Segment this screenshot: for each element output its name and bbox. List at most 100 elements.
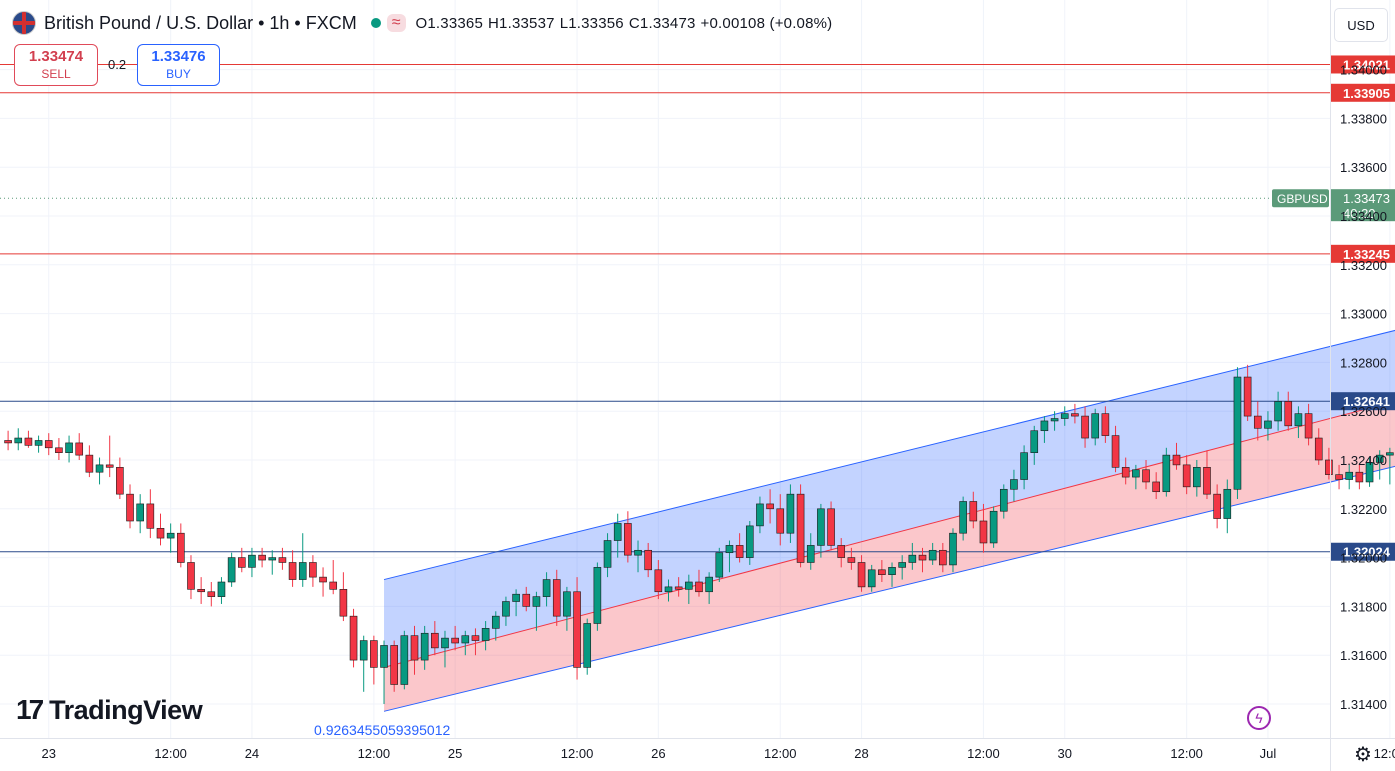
candle-body [24, 437, 33, 446]
time-tick-label: 23 [42, 746, 56, 761]
candle-body [268, 557, 277, 561]
candle-body [187, 562, 195, 590]
candle-body [1233, 376, 1242, 490]
approx-icon[interactable]: ≈ [386, 14, 406, 32]
sell-label: SELL [41, 67, 71, 81]
price-tick-label: 1.33200 [1340, 258, 1387, 273]
candle-body [217, 581, 226, 597]
price-tick-label: 1.31600 [1340, 648, 1387, 663]
time-tick-label: 12:00 [967, 746, 1000, 761]
price-tick-label: 1.32000 [1340, 551, 1387, 566]
candle-body [65, 442, 73, 453]
candle-body [766, 503, 774, 510]
candle-body [532, 596, 541, 607]
symbol-title[interactable]: British Pound / U.S. Dollar • 1h • FXCM [44, 12, 357, 33]
price-tick-label: 1.33000 [1340, 307, 1387, 322]
candle-body [339, 589, 348, 617]
candle-body [674, 586, 683, 590]
time-tick-label: Jul [1260, 746, 1277, 761]
ohlc-open: O1.33365 [415, 14, 483, 32]
candle-body [999, 488, 1008, 512]
candle-body [1253, 415, 1262, 429]
candle-body [644, 549, 652, 571]
time-tick-label: 26 [651, 746, 665, 761]
level-price-label: 1.33905 [1343, 86, 1390, 101]
price-tick-label: 1.32200 [1340, 502, 1387, 517]
candle-body [319, 576, 327, 583]
sell-price: 1.33474 [28, 48, 84, 65]
candle-body [1375, 454, 1384, 463]
candle-body [34, 440, 43, 446]
price-tick-label: 1.33600 [1340, 160, 1387, 175]
candle-body [1243, 376, 1252, 417]
bar-countdown-label: 40:20 [1343, 206, 1376, 221]
candle-body [878, 569, 886, 575]
candle-body [725, 545, 734, 554]
candle-body [1213, 493, 1221, 519]
ohlc-change: +0.00108 (+0.08%) [700, 14, 833, 32]
candle-body [491, 615, 500, 629]
candle-body [522, 593, 531, 607]
candle-body [796, 493, 805, 563]
candle-body [441, 637, 449, 649]
price-tick-label: 1.32600 [1340, 404, 1387, 419]
currency-select[interactable]: USD [1334, 8, 1388, 42]
candle-body [146, 503, 155, 529]
buy-button[interactable]: 1.33476 BUY [137, 44, 220, 86]
candle-body [1365, 462, 1374, 483]
price-tick-label: 1.34000 [1340, 63, 1387, 78]
time-tick-label: 12:00 [1170, 746, 1203, 761]
time-tick-label: 12:00 [561, 746, 594, 761]
level-price-tag [1331, 83, 1395, 102]
sell-button[interactable]: 1.33474 SELL [14, 44, 98, 86]
candle-body [197, 589, 205, 593]
lightning-icon[interactable]: ϟ [1247, 706, 1271, 730]
candle-body [461, 635, 470, 644]
candle-body [1101, 413, 1110, 436]
time-tick-label: 30 [1058, 746, 1072, 761]
candle-body [298, 562, 307, 580]
level-price-label: 1.32641 [1343, 394, 1390, 409]
candle-body [867, 569, 876, 588]
candle-body [1050, 418, 1059, 422]
candle-body [1314, 437, 1323, 461]
candle-body [1172, 454, 1181, 466]
candle-body [989, 510, 998, 544]
candle-body [1091, 413, 1100, 439]
candle-body [156, 528, 165, 539]
candle-body [898, 562, 906, 568]
time-tick-label: 24 [245, 746, 259, 761]
price-tick-label: 1.33800 [1340, 111, 1387, 126]
price-tick-label: 1.33400 [1340, 209, 1387, 224]
time-tick-label: 12:00 [764, 746, 797, 761]
candle-body [1264, 420, 1272, 429]
time-tick-label: 25 [448, 746, 462, 761]
candle-body [664, 586, 673, 593]
candle-body [634, 549, 642, 556]
candle-body [857, 562, 866, 588]
price-tick-label: 1.32800 [1340, 355, 1387, 370]
candle-body [177, 532, 185, 563]
candle-body [827, 508, 835, 546]
symbol-tag [1272, 189, 1329, 208]
candle-body [1304, 413, 1313, 439]
horizontal-levels: 1.34021 1.33905 1.33245 1.32641 1.32024 GBPUS… [0, 55, 1395, 561]
candle-body [1203, 467, 1211, 495]
candle-body [420, 632, 429, 661]
currency-flag-icon [12, 11, 36, 35]
channel-upper-fill [384, 330, 1395, 668]
candle-body [248, 554, 256, 568]
settings-gear-icon[interactable]: ⚙ [1354, 744, 1372, 766]
candle-body [1142, 469, 1150, 483]
ohlc-close: C1.33473 [628, 14, 696, 32]
candle-body [1355, 471, 1364, 483]
candle-body [85, 454, 94, 473]
candle-body [431, 632, 439, 649]
candle-body [329, 581, 338, 590]
candle-body [481, 628, 490, 641]
candle-body [624, 523, 632, 556]
candle-body [288, 562, 297, 580]
candle-body [359, 640, 368, 661]
price-tick-label: 1.31400 [1340, 697, 1387, 712]
